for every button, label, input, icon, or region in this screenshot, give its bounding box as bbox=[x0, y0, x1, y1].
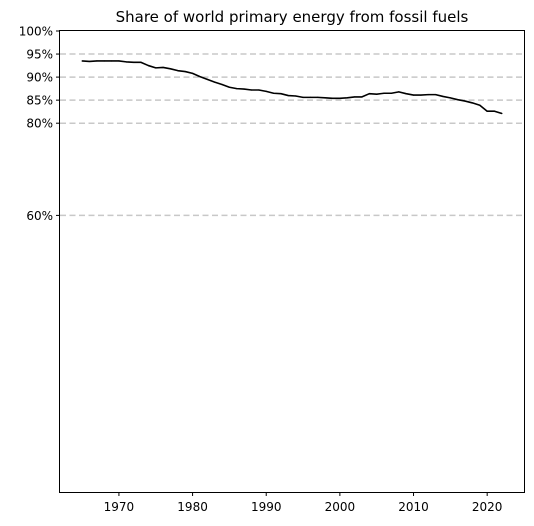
data-point bbox=[493, 110, 496, 112]
y-axis: 60% 80% 85% 90% 95% 100% bbox=[19, 25, 60, 223]
data-point bbox=[398, 91, 400, 93]
data-point bbox=[125, 61, 127, 63]
y-tick-label: 90% bbox=[26, 71, 53, 85]
data-point bbox=[177, 70, 179, 72]
data-point bbox=[457, 99, 459, 101]
data-point bbox=[169, 68, 172, 70]
x-tick-label: 1990 bbox=[251, 500, 282, 514]
data-point bbox=[324, 97, 326, 99]
data-point bbox=[331, 97, 334, 99]
data-point bbox=[133, 61, 135, 63]
data-point bbox=[228, 86, 230, 88]
data-point bbox=[236, 88, 238, 90]
data-point bbox=[140, 61, 142, 63]
x-tick-label: 2020 bbox=[472, 500, 503, 514]
data-point bbox=[361, 96, 363, 98]
data-point bbox=[317, 96, 319, 98]
data-point bbox=[309, 96, 312, 98]
data-point bbox=[184, 70, 186, 73]
data-point bbox=[96, 60, 98, 62]
plot-frame bbox=[59, 30, 525, 493]
gridlines bbox=[60, 53, 524, 217]
data-point bbox=[272, 92, 275, 94]
data-point bbox=[339, 97, 341, 99]
data-point bbox=[214, 81, 216, 83]
data-point bbox=[449, 97, 451, 99]
x-tick-label: 2000 bbox=[325, 500, 356, 514]
data-point bbox=[368, 93, 370, 95]
data-point bbox=[110, 60, 113, 62]
data-point bbox=[81, 60, 83, 62]
data-point bbox=[412, 94, 415, 96]
series-group bbox=[81, 60, 503, 115]
data-point bbox=[147, 64, 149, 67]
data-point bbox=[265, 90, 267, 92]
y-tick-label: 60% bbox=[26, 209, 53, 223]
y-tick-label: 100% bbox=[19, 25, 53, 39]
data-point bbox=[199, 76, 201, 78]
data-point bbox=[103, 60, 105, 62]
data-point bbox=[191, 72, 194, 75]
data-point bbox=[442, 95, 444, 98]
data-point bbox=[346, 97, 348, 99]
data-point bbox=[88, 60, 91, 63]
data-point bbox=[435, 94, 437, 96]
data-point bbox=[486, 110, 488, 112]
x-axis: 1970 1980 1990 2000 2010 2020 bbox=[104, 492, 503, 514]
data-point bbox=[405, 93, 407, 95]
data-point bbox=[162, 66, 164, 69]
x-tick-label: 1970 bbox=[104, 500, 135, 514]
data-point bbox=[287, 94, 289, 97]
data-point bbox=[243, 88, 245, 90]
data-point bbox=[420, 94, 422, 96]
data-point bbox=[295, 95, 297, 97]
y-tick-label: 95% bbox=[26, 48, 53, 62]
data-point bbox=[221, 83, 223, 86]
data-point bbox=[427, 94, 429, 96]
data-point bbox=[250, 89, 253, 91]
data-point bbox=[280, 93, 282, 95]
series-line-0 bbox=[82, 60, 503, 115]
data-point bbox=[155, 67, 157, 69]
data-point bbox=[479, 104, 481, 106]
data-point bbox=[464, 100, 466, 102]
data-point bbox=[471, 102, 474, 104]
data-point bbox=[118, 60, 120, 62]
data-point bbox=[354, 96, 356, 98]
chart-title: Share of world primary energy from fossi… bbox=[116, 8, 469, 26]
data-point bbox=[206, 78, 208, 81]
y-tick-label: 85% bbox=[26, 94, 53, 108]
data-point bbox=[390, 92, 393, 94]
x-tick-label: 2010 bbox=[398, 500, 429, 514]
x-tick-label: 1980 bbox=[177, 500, 208, 514]
data-point bbox=[383, 92, 385, 94]
data-point bbox=[302, 96, 304, 98]
y-tick-label: 80% bbox=[26, 117, 53, 131]
data-point bbox=[376, 93, 378, 95]
data-point bbox=[501, 112, 503, 115]
data-point bbox=[258, 89, 260, 91]
